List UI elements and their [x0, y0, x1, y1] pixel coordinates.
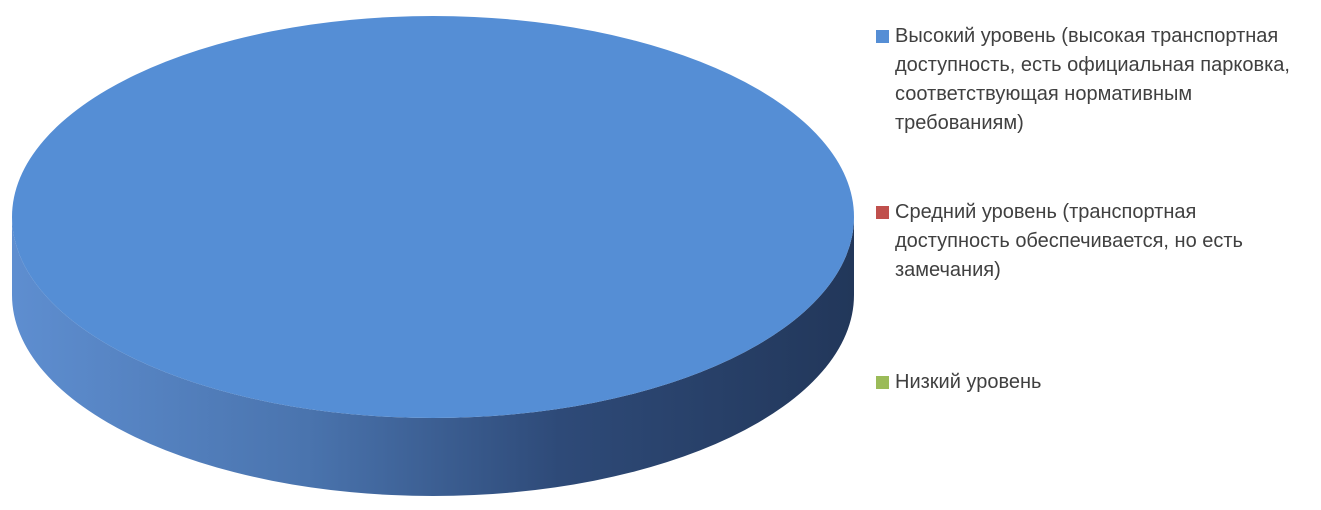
- legend-item-medium: Средний уровень (транспортная доступност…: [876, 198, 1315, 285]
- pie-slice-0: [12, 16, 854, 418]
- legend-swatch-high: [876, 30, 889, 43]
- legend-label-low: Низкий уровень: [895, 371, 1042, 393]
- legend-swatch-medium: [876, 206, 889, 219]
- legend-swatch-low: [876, 376, 889, 389]
- legend-label-high: Высокий уровень (высокая транспортная до…: [895, 25, 1290, 134]
- pie-plot-area: [12, 16, 854, 496]
- pie-side-wall: [12, 217, 854, 496]
- legend-item-low: Низкий уровень: [876, 368, 1315, 397]
- legend-item-high: Высокий уровень (высокая транспортная до…: [876, 22, 1315, 138]
- legend-label-medium: Средний уровень (транспортная доступност…: [895, 201, 1243, 281]
